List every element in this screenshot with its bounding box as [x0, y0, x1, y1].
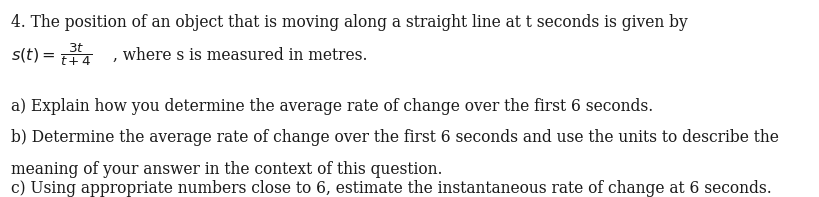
Text: $\dfrac{3t}{t+4}$: $\dfrac{3t}{t+4}$: [60, 42, 93, 68]
Text: 4. The position of an object that is moving along a straight line at t seconds i: 4. The position of an object that is mov…: [11, 14, 686, 31]
Text: meaning of your answer in the context of this question.: meaning of your answer in the context of…: [11, 161, 441, 177]
Text: , where s is measured in metres.: , where s is measured in metres.: [113, 47, 367, 64]
Text: $s(t) =$: $s(t) =$: [11, 46, 55, 64]
Text: b) Determine the average rate of change over the first 6 seconds and use the uni: b) Determine the average rate of change …: [11, 129, 777, 146]
Text: c) Using appropriate numbers close to 6, estimate the instantaneous rate of chan: c) Using appropriate numbers close to 6,…: [11, 180, 771, 197]
Text: a) Explain how you determine the average rate of change over the first 6 seconds: a) Explain how you determine the average…: [11, 98, 652, 114]
